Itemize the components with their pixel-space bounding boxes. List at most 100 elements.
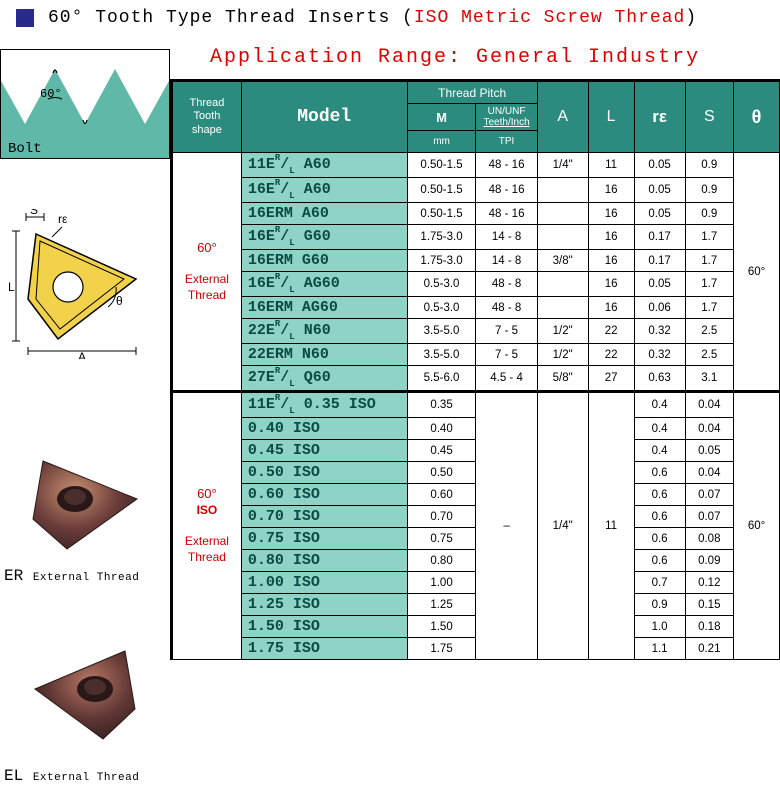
data-cell: 0.18: [685, 616, 733, 638]
hdr-re: rε: [634, 82, 685, 153]
model-cell: 1.00 ISO: [241, 572, 407, 594]
data-cell: 16: [588, 272, 634, 297]
svg-text:θ: θ: [116, 294, 123, 308]
model-cell: 27ER/L Q60: [241, 366, 407, 392]
svg-text:rε: rε: [58, 212, 68, 226]
hdr-pitch: Thread Pitch: [407, 82, 537, 104]
data-cell: 0.9: [634, 594, 685, 616]
svg-text:Nut: Nut: [108, 52, 133, 68]
data-cell: 14 - 8: [476, 250, 537, 272]
data-cell: 1.0: [634, 616, 685, 638]
table-row: 16ER/L A600.50-1.548 - 16160.050.9: [173, 178, 780, 203]
data-cell: 0.9: [685, 203, 733, 225]
table-body: 60°ExternalThread11ER/L A600.50-1.548 - …: [173, 153, 780, 660]
data-cell: 0.07: [685, 484, 733, 506]
data-cell: 0.6: [634, 550, 685, 572]
data-cell: 0.5-3.0: [407, 272, 476, 297]
insert-photo-er: [25, 449, 145, 564]
model-cell: 16ER/L A60: [241, 178, 407, 203]
el-code: EL: [4, 767, 23, 785]
data-cell: 0.21: [685, 638, 733, 660]
svg-text:A: A: [78, 350, 86, 359]
model-cell: 22ERM N60: [241, 344, 407, 366]
model-cell: 22ER/L N60: [241, 319, 407, 344]
data-cell: 48 - 8: [476, 272, 537, 297]
table-row: 16ERM AG600.5-3.048 - 8160.061.7: [173, 297, 780, 319]
data-cell: 1.7: [685, 272, 733, 297]
table-row: 22ER/L N603.5-5.07 - 51/2"220.322.5: [173, 319, 780, 344]
data-cell: [537, 178, 588, 203]
theta-cell: 60°: [734, 392, 780, 660]
hdr-s: S: [685, 82, 733, 153]
data-cell: 16: [588, 250, 634, 272]
table-row: 60°ExternalThread11ER/L A600.50-1.548 - …: [173, 153, 780, 178]
data-cell: 0.40: [407, 418, 476, 440]
hdr-a: A: [537, 82, 588, 153]
model-cell: 0.50 ISO: [241, 462, 407, 484]
data-cell: 48 - 16: [476, 203, 537, 225]
model-cell: 0.40 ISO: [241, 418, 407, 440]
data-cell: 0.04: [685, 392, 733, 418]
data-cell: [537, 272, 588, 297]
data-cell: 0.50: [407, 462, 476, 484]
er-text: External Thread: [33, 572, 140, 584]
svg-text:Bolt: Bolt: [8, 141, 42, 157]
data-cell: 5.5-6.0: [407, 366, 476, 392]
data-cell: 0.05: [685, 440, 733, 462]
data-cell: [537, 297, 588, 319]
table-row: 60°ISOExternalThread11ER/L 0.35 ISO0.35–…: [173, 392, 780, 418]
data-cell: 1.7: [685, 250, 733, 272]
hdr-model: Model: [241, 82, 407, 153]
data-cell: 1.50: [407, 616, 476, 638]
hdr-tpi-unit: TPI: [476, 131, 537, 153]
model-cell: 16ERM AG60: [241, 297, 407, 319]
data-cell: 0.6: [634, 528, 685, 550]
data-cell: 14 - 8: [476, 225, 537, 250]
data-cell: 11: [588, 392, 634, 660]
data-cell: 1/2": [537, 344, 588, 366]
model-cell: 0.80 ISO: [241, 550, 407, 572]
data-cell: 1/4": [537, 153, 588, 178]
group1-category: 60°ExternalThread: [173, 153, 242, 392]
data-cell: 4.5 - 4: [476, 366, 537, 392]
left-column: 60° Nut Bolt L A: [0, 79, 170, 660]
data-cell: 0.70: [407, 506, 476, 528]
data-cell: 0.04: [685, 462, 733, 484]
title-suffix: ): [685, 8, 697, 28]
thread-shape-diagram: 60° Nut Bolt: [0, 49, 170, 159]
table-row: 16ER/L AG600.5-3.048 - 8160.051.7: [173, 272, 780, 297]
data-cell: 0.35: [407, 392, 476, 418]
table-row: 27ER/L Q605.5-6.04.5 - 45/8"270.633.1: [173, 366, 780, 392]
model-cell: 16ERM A60: [241, 203, 407, 225]
hdr-un: UN/UNFTeeth/Inch: [476, 104, 537, 131]
data-cell: 22: [588, 344, 634, 366]
hdr-theta: θ: [734, 82, 780, 153]
model-cell: 11ER/L A60: [241, 153, 407, 178]
data-cell: 0.32: [634, 344, 685, 366]
data-cell: 1/2": [537, 319, 588, 344]
data-cell: [537, 225, 588, 250]
data-cell: 0.7: [634, 572, 685, 594]
el-label: EL External Thread: [4, 767, 139, 785]
spec-table: ThreadToothshape Model Thread Pitch A L …: [170, 79, 780, 660]
er-label: ER External Thread: [4, 567, 139, 585]
data-cell: 2.5: [685, 319, 733, 344]
table-row: 16ERM G601.75-3.014 - 83/8"160.171.7: [173, 250, 780, 272]
model-cell: 0.75 ISO: [241, 528, 407, 550]
model-cell: 1.25 ISO: [241, 594, 407, 616]
data-cell: 0.75: [407, 528, 476, 550]
el-text: External Thread: [33, 772, 140, 784]
data-cell: 0.12: [685, 572, 733, 594]
table-row: 22ERM N603.5-5.07 - 51/2"220.322.5: [173, 344, 780, 366]
insert-diagram: L A S rε θ: [8, 209, 158, 364]
data-cell: 0.06: [634, 297, 685, 319]
data-cell: 1.1: [634, 638, 685, 660]
bullet-icon: [16, 9, 34, 27]
data-cell: –: [476, 392, 537, 660]
data-cell: 0.09: [685, 550, 733, 572]
data-cell: 0.9: [685, 178, 733, 203]
hdr-m: M: [407, 104, 476, 131]
model-cell: 1.75 ISO: [241, 638, 407, 660]
data-cell: 27: [588, 366, 634, 392]
title-highlight: ISO Metric Screw Thread: [414, 8, 685, 28]
